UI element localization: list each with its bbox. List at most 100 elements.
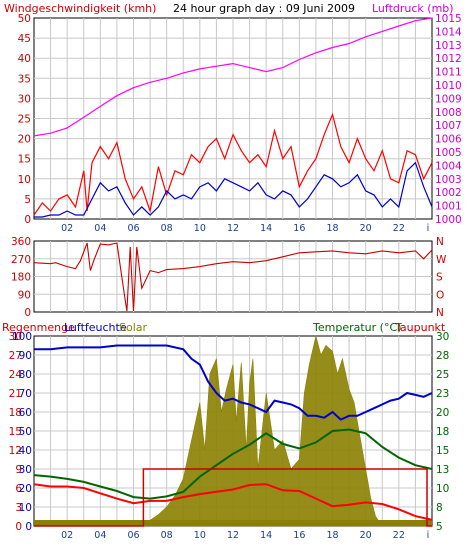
series-luftfeuchte-line	[34, 344, 433, 421]
x-tick-label: 22	[393, 223, 405, 234]
series-böen-line	[33, 112, 433, 216]
tick-labels: 02 04 06 08 10 12 14 16 18 20 22 i02 04 06 08 10 12 14 16 1…	[9, 13, 462, 541]
x-tick-label: 16	[293, 223, 305, 234]
title-pressure: Luftdruck (mb)	[372, 2, 454, 15]
compass-label: N	[436, 307, 444, 319]
title-wind: Windgeschwindigkeit (kmh)	[4, 2, 156, 15]
x-tick-label: 02	[61, 223, 73, 234]
x-tick-label: 20	[360, 223, 372, 234]
x-tick-label: 04	[94, 223, 106, 234]
title-solar: Solar	[119, 321, 148, 334]
title-humidity: Luftfeuchte	[64, 321, 127, 334]
x-tick-label: 08	[161, 223, 173, 234]
x-tick-label: 20	[360, 530, 372, 541]
series-temperatur-line	[33, 428, 433, 500]
y-rain-tick: 18	[9, 407, 22, 419]
x-tick-label: 08	[161, 530, 173, 541]
compass-label: S	[436, 272, 443, 284]
y-right-tick: 1006	[435, 134, 462, 146]
y-temp-tick: 23	[436, 388, 449, 400]
y-rain-tick: 30	[9, 331, 22, 343]
x-tick-label: 16	[293, 530, 305, 541]
y-temp-tick: 18	[436, 426, 449, 438]
y-humidity-tick: 50	[19, 426, 32, 438]
y-temp-tick: 10	[436, 483, 449, 495]
y-dir-tick: 270	[11, 254, 31, 266]
y-temp-tick: 28	[436, 350, 449, 362]
y-left-tick: 0	[24, 214, 31, 226]
y-temp-tick: 25	[436, 369, 449, 381]
series-wind-direction-line	[33, 242, 433, 312]
x-end-label: i	[427, 223, 430, 234]
y-rain-tick: 6	[15, 483, 22, 495]
y-right-tick: 1014	[435, 26, 462, 38]
x-tick-label: 14	[260, 223, 272, 234]
x-tick-label: 14	[260, 530, 272, 541]
x-tick-label: 22	[393, 530, 405, 541]
y-temp-tick: 20	[436, 407, 449, 419]
y-rain-tick: 9	[15, 464, 22, 476]
y-temp-tick: 5	[436, 521, 443, 533]
y-rain-tick: 24	[9, 369, 23, 381]
y-left-tick: 30	[18, 93, 31, 105]
y-humidity-tick: 90	[19, 350, 32, 362]
y-right-tick: 1005	[435, 147, 462, 159]
data-layer	[33, 17, 433, 527]
title-dewpoint: Taupunkt	[394, 321, 446, 334]
y-humidity-tick: 60	[19, 407, 32, 419]
series-regenmenge-line	[34, 468, 432, 527]
y-humidity-tick: 10	[19, 502, 32, 514]
x-tick-label: 06	[127, 223, 139, 234]
y-right-tick: 1008	[435, 107, 462, 119]
y-dir-tick: 180	[11, 272, 31, 284]
y-temp-tick: 8	[436, 502, 443, 514]
y-left-tick: 20	[18, 134, 31, 146]
y-rain-tick: 0	[15, 521, 22, 533]
y-temp-tick: 15	[436, 445, 449, 457]
title-date: 24 hour graph day : 09 Juni 2009	[173, 2, 355, 15]
y-left-tick: 35	[18, 73, 31, 85]
y-left-tick: 5	[24, 194, 31, 206]
series-solar-area	[34, 335, 432, 527]
series-windgeschwindigkeit-line	[34, 161, 433, 218]
y-humidity-tick: 80	[19, 369, 32, 381]
y-humidity-tick: 20	[19, 483, 32, 495]
compass-label: W	[436, 254, 447, 266]
y-left-tick: 15	[18, 154, 31, 166]
compass-label: N	[436, 236, 444, 248]
y-left-tick: 45	[18, 33, 31, 45]
y-humidity-tick: 40	[19, 445, 32, 457]
y-right-tick: 1000	[435, 214, 462, 226]
x-tick-label: 06	[127, 530, 139, 541]
x-tick-label: 12	[227, 223, 239, 234]
x-end-label: i	[427, 530, 430, 541]
y-rain-tick: 15	[9, 426, 22, 438]
y-right-tick: 1002	[435, 187, 462, 199]
y-dir-tick: 90	[18, 289, 31, 301]
y-humidity-tick: 0	[25, 521, 32, 533]
y-dir-tick: 0	[24, 307, 31, 319]
y-humidity-tick: 70	[19, 388, 32, 400]
y-left-tick: 25	[18, 114, 31, 126]
x-tick-label: 10	[194, 223, 206, 234]
y-right-tick: 1010	[435, 80, 462, 92]
y-right-tick: 1004	[435, 160, 462, 172]
y-humidity-tick: 100	[12, 331, 32, 343]
y-temp-tick: 30	[436, 331, 449, 343]
series-taupunkt-line	[33, 483, 433, 521]
y-rain-tick: 12	[9, 445, 22, 457]
y-right-tick: 1001	[435, 201, 462, 213]
y-right-tick: 1009	[435, 93, 462, 105]
x-tick-label: 10	[194, 530, 206, 541]
y-right-tick: 1003	[435, 174, 462, 186]
y-humidity-tick: 30	[19, 464, 32, 476]
title-rain: Regenmenge	[2, 321, 75, 334]
x-tick-label: 18	[326, 530, 338, 541]
y-right-tick: 1012	[435, 53, 462, 65]
y-temp-tick: 13	[436, 464, 449, 476]
solar-baseline	[34, 520, 432, 526]
y-right-tick: 1015	[435, 13, 462, 25]
title-temperature: Temperatur (°C)	[312, 321, 401, 334]
y-left-tick: 10	[18, 174, 31, 186]
